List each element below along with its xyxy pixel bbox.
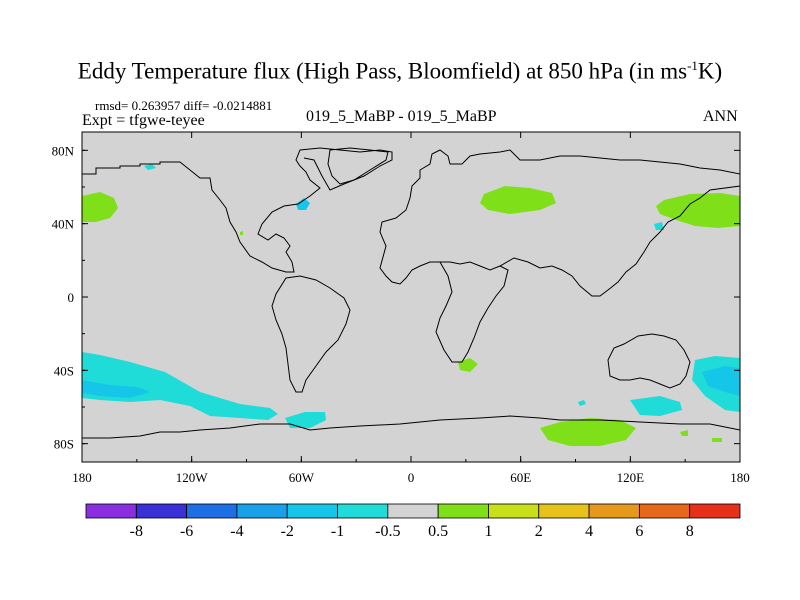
- lon-tick-label: 60W: [289, 470, 315, 485]
- colorbar-label: 6: [635, 523, 643, 540]
- lat-tick-label: 40N: [52, 217, 75, 232]
- colorbar-swatch: [488, 503, 540, 519]
- colorbar-swatch: [286, 503, 338, 519]
- colorbar-swatch: [588, 503, 640, 519]
- small-positive-3: [240, 231, 243, 235]
- colorbar-label: -6: [180, 523, 193, 540]
- north-pacific-east-positive: [82, 192, 118, 222]
- colorbar-label: 4: [585, 523, 593, 540]
- lat-tick-label: 0: [68, 290, 75, 305]
- tasman-negative: [630, 396, 682, 416]
- season-label: ANN: [703, 108, 738, 125]
- colorbar-label: -4: [230, 523, 243, 540]
- case-label: 019_5_MaBP - 019_5_MaBP: [306, 108, 497, 125]
- colorbar-swatch: [387, 503, 439, 519]
- small-positive-1: [680, 430, 688, 436]
- colorbar-label: 1: [484, 523, 492, 540]
- lon-tick-label: 120W: [176, 470, 209, 485]
- field-anomalies: [82, 164, 740, 446]
- arctic-negative: [144, 164, 156, 170]
- south-negative-spot: [578, 400, 586, 406]
- colorbar-label: -2: [281, 523, 294, 540]
- lon-tick-label: 0: [408, 470, 415, 485]
- eurasia-africa-coast: [379, 149, 741, 297]
- north-atlantic-negative: [296, 198, 310, 210]
- lon-tick-label: 60E: [510, 470, 531, 485]
- australia-coast: [607, 333, 691, 389]
- colorbar-swatch: [337, 503, 389, 519]
- colorbar-swatch: [236, 503, 288, 519]
- stats-label: rmsd= 0.263957 diff= -0.0214881: [95, 98, 273, 113]
- longitude-axis: 180 120W 60W 0 60E 120E 180: [72, 132, 750, 485]
- colorbar-swatch: [135, 503, 188, 519]
- southern-pacific-negative-core: [702, 366, 740, 396]
- lat-tick-label: 80S: [54, 437, 74, 452]
- colorbar-label: 0.5: [428, 523, 448, 540]
- latitude-axis: 80N 40N 0 40S 80S: [52, 143, 740, 452]
- lon-tick-label: 180: [72, 470, 92, 485]
- map-background: [82, 132, 740, 462]
- lon-tick-label: 120E: [617, 470, 645, 485]
- lon-tick-label: 180: [730, 470, 750, 485]
- colorbar-label: -1: [331, 523, 344, 540]
- colorbar-label: 8: [686, 523, 694, 540]
- africa-south-coast: [435, 261, 509, 363]
- small-positive-2: [712, 438, 722, 442]
- coastlines: [82, 147, 741, 439]
- central-asia-positive: [480, 186, 556, 214]
- colorbar-swatch: [638, 503, 691, 519]
- north-america-coast: [82, 147, 393, 273]
- southern-ocean-negative-west: [82, 352, 278, 420]
- lat-tick-label: 40S: [54, 363, 74, 378]
- greenland-coast: [327, 147, 389, 185]
- southern-ocean-negative-core: [82, 380, 150, 398]
- north-pacific-west-positive: [656, 193, 740, 228]
- drake-passage-negative: [285, 412, 326, 428]
- nw-pacific-negative: [654, 222, 664, 230]
- colorbar-label: -0.5: [375, 523, 400, 540]
- colorbar-swatch: [538, 503, 590, 519]
- south-africa-positive: [458, 358, 478, 372]
- colorbar: -8 -6 -4 -2 -1 -0.5 0.5 1 2 4 6 8: [85, 503, 741, 540]
- antarctica-coast: [82, 415, 741, 439]
- antarctic-positive: [540, 418, 636, 446]
- experiment-label: Expt = tfgwe-teyee: [82, 112, 205, 129]
- lat-tick-label: 80N: [52, 143, 75, 158]
- colorbar-label: -8: [130, 523, 143, 540]
- plot-title: Eddy Temperature flux (High Pass, Bloomf…: [77, 58, 723, 84]
- colorbar-label: 2: [535, 523, 543, 540]
- colorbar-swatch: [85, 503, 137, 519]
- colorbar-swatch: [437, 503, 489, 519]
- south-america-coast: [271, 275, 351, 393]
- colorbar-swatch: [186, 503, 238, 519]
- colorbar-swatch: [689, 503, 741, 519]
